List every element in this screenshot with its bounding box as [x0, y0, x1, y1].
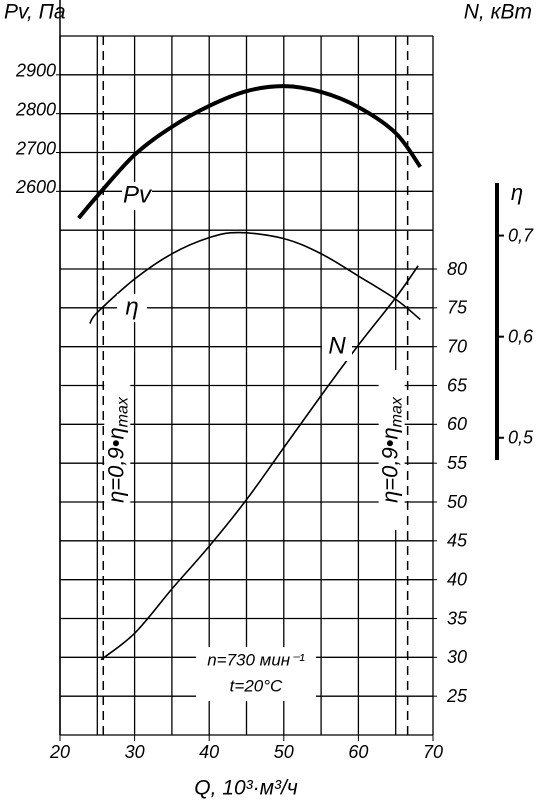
y2-tick-label: 55: [447, 453, 468, 473]
y-axis-label: Pv, Па: [4, 1, 66, 24]
ref-label: η=0,9•ηmax: [377, 396, 405, 503]
x-tick-label: 60: [348, 742, 368, 762]
label-bg: [104, 370, 131, 530]
y2-tick-label: 60: [447, 414, 467, 434]
y2-tick-label: 35: [447, 608, 468, 628]
x-tick-label: 30: [125, 742, 145, 762]
ref-label-main: η=0,9•η: [103, 427, 128, 503]
y-tick-label: 2700: [15, 138, 56, 158]
curve-label: N: [328, 332, 346, 359]
label-bg: [322, 333, 352, 361]
x-tick-label: 40: [199, 742, 219, 762]
annotation: t=20°C: [230, 676, 283, 695]
curve: [100, 265, 419, 661]
y2-tick-label: 75: [447, 298, 468, 318]
y3-axis-label: η: [511, 180, 523, 205]
label-bg: [378, 370, 405, 530]
ref-label-sub: max: [114, 396, 131, 427]
y2-tick-label: 40: [447, 569, 467, 589]
y2-tick-label: 50: [447, 492, 467, 512]
annotation: n=730 мин⁻¹: [207, 650, 305, 669]
y3-tick-label: 0,7: [508, 225, 534, 245]
y2-tick-label: 65: [447, 375, 468, 395]
curve-label: η: [125, 293, 138, 320]
y3-tick-label: 0,5: [508, 428, 534, 448]
curve: [77, 84, 422, 220]
label-bg: [122, 182, 152, 210]
y2-tick-label: 70: [447, 336, 467, 356]
curve: [89, 231, 421, 324]
ref-label: η=0,9•ηmax: [103, 396, 131, 503]
y2-tick-label: 80: [447, 259, 467, 279]
y3-tick-label: 0,6: [508, 326, 534, 346]
x-tick-label: 50: [274, 742, 294, 762]
y-tick-label: 2900: [15, 61, 56, 81]
y2-tick-label: 25: [446, 686, 468, 706]
y2-tick-label: 30: [447, 647, 467, 667]
ref-label-main: η=0,9•η: [377, 427, 402, 503]
label-bg: [117, 294, 147, 322]
x-tick-label: 20: [49, 742, 70, 762]
y-tick-label: 2600: [15, 177, 56, 197]
ref-label-sub: max: [389, 396, 406, 427]
x-tick-label: 70: [423, 742, 443, 762]
curve-label: Pv: [123, 181, 153, 208]
y2-tick-label: 45: [447, 531, 468, 551]
label-bg: [196, 647, 316, 701]
x-axis-label: Q, 10³·м³/ч: [194, 777, 298, 800]
y2-axis-label: N, кВт: [464, 1, 532, 24]
y-tick-label: 2800: [15, 99, 56, 119]
